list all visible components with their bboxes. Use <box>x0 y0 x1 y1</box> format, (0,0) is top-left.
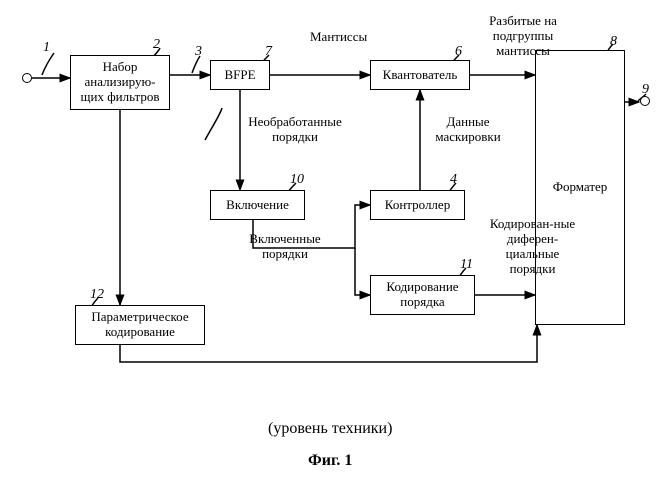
lbl-incl-orders: Включенные порядки <box>235 232 335 262</box>
lbl-mask-data: Данные маскировки <box>418 115 518 145</box>
ref-2: 2 <box>153 37 160 53</box>
bfpe-box: BFPE <box>210 60 270 90</box>
ref-7: 7 <box>265 44 272 60</box>
lbl-coded-diff: Кодирован-ные диферен-циальные порядки <box>485 217 580 277</box>
lbl-raw-orders: Необработанные порядки <box>235 115 355 145</box>
ref-4: 4 <box>450 172 457 188</box>
ref-3: 3 <box>195 44 202 60</box>
ref-8: 8 <box>610 34 617 50</box>
ref-12: 12 <box>90 287 104 303</box>
quant-box: Квантователь <box>370 60 470 90</box>
enc-order-box: Кодирование порядка <box>370 275 475 315</box>
param-box: Параметрическое кодирование <box>75 305 205 345</box>
formatter-box: Форматер <box>535 50 625 325</box>
incl-box: Включение <box>210 190 305 220</box>
lbl-sub-mant: Разбитые на подгруппы мантиссы <box>478 14 568 59</box>
ref-10: 10 <box>290 172 304 188</box>
block-diagram: Набор анализирую-щих фильтров BFPE Квант… <box>0 0 663 500</box>
ctrl-box: Контроллер <box>370 190 465 220</box>
lbl-mantissas: Мантиссы <box>310 30 367 45</box>
ref-1: 1 <box>43 40 50 56</box>
caption-level: (уровень техники) <box>268 420 392 438</box>
input-node <box>22 73 32 83</box>
ref-9: 9 <box>642 82 649 98</box>
filters-box: Набор анализирую-щих фильтров <box>70 55 170 110</box>
ref-6: 6 <box>455 44 462 60</box>
ref-11: 11 <box>460 257 473 273</box>
caption-fig: Фиг. 1 <box>308 452 352 470</box>
